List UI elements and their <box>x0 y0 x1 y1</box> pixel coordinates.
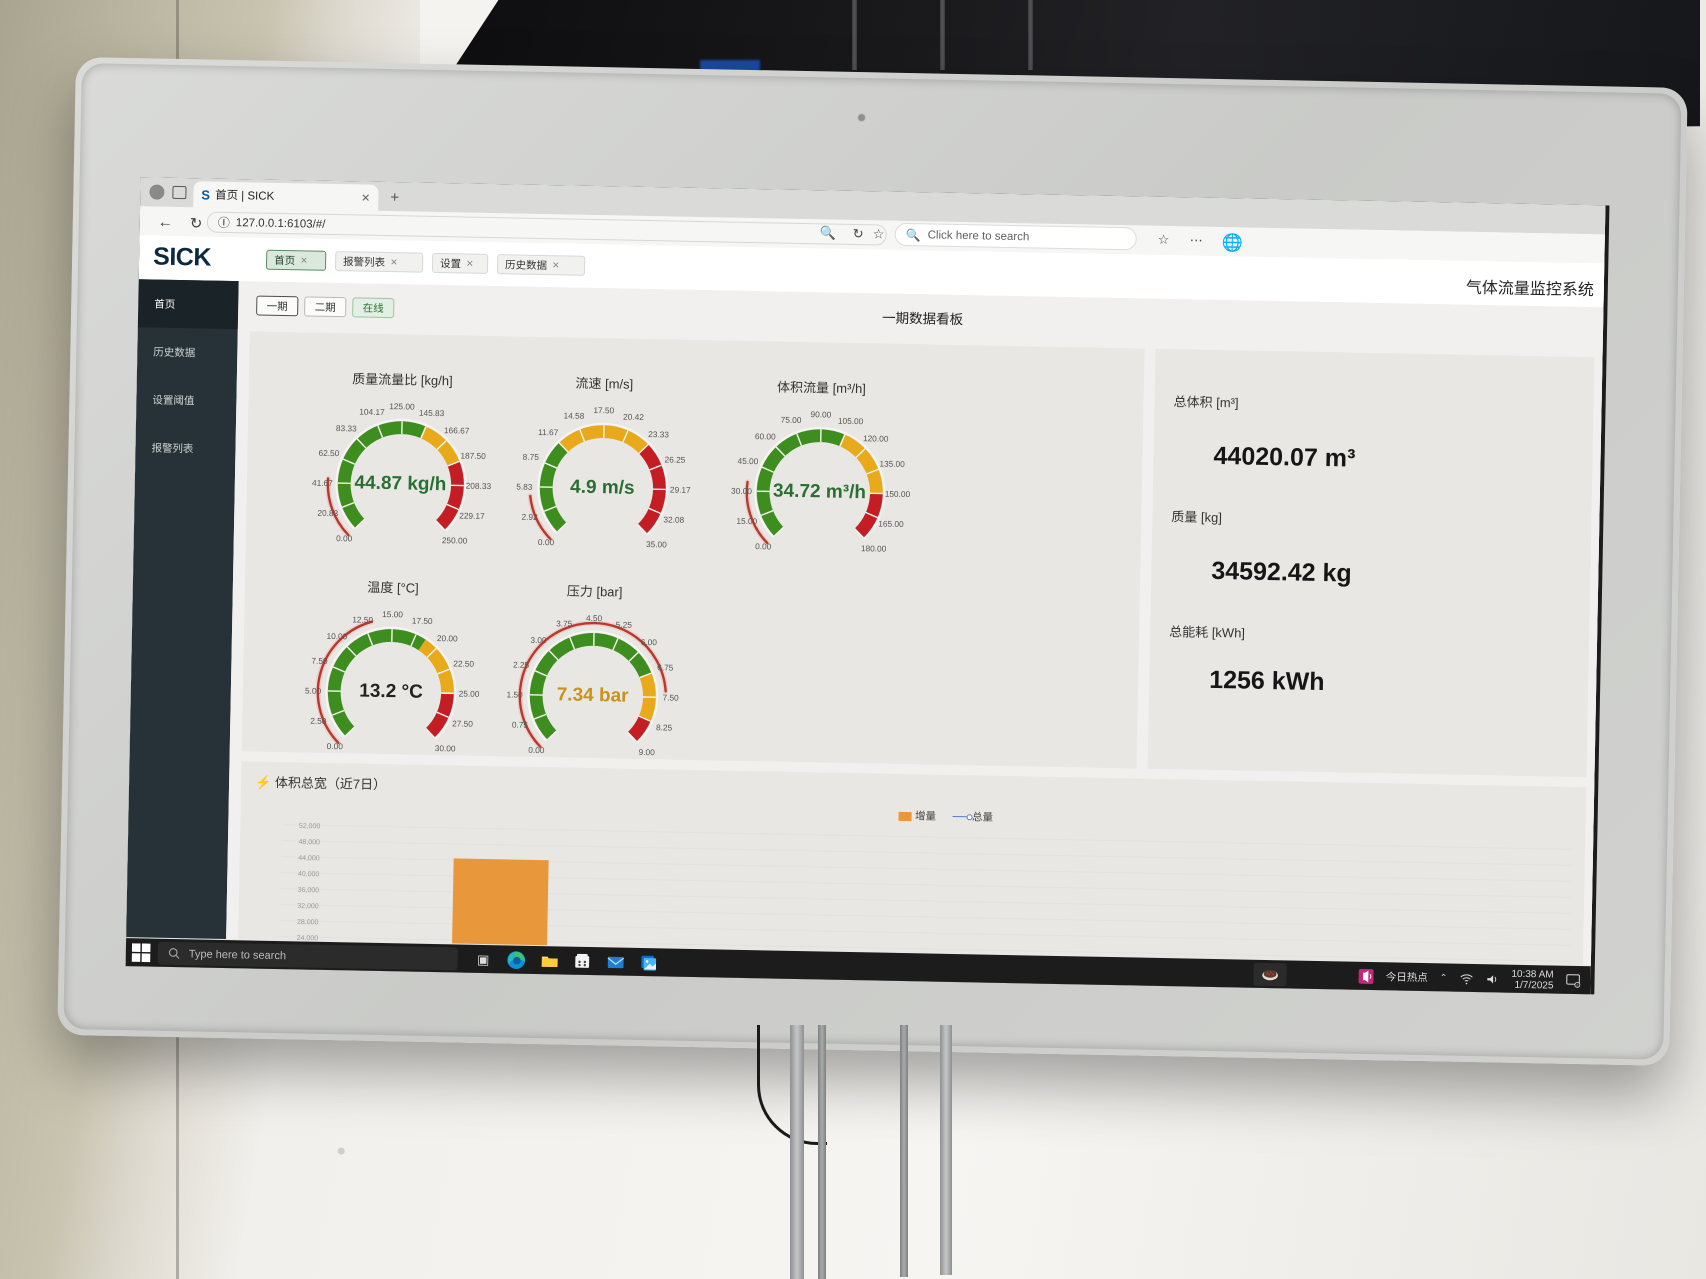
svg-text:2: 2 <box>1576 983 1578 987</box>
